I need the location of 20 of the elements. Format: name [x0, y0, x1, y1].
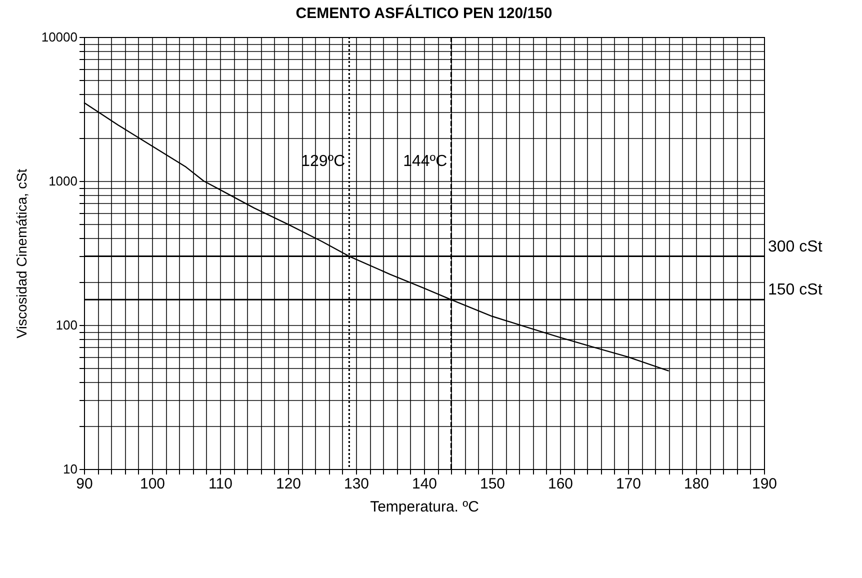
x-tick-label: 150: [480, 476, 506, 492]
y-axis-title: Viscosidad Cinemática, cSt: [13, 168, 30, 338]
x-tick-label: 190: [752, 476, 778, 492]
x-tick-label: 160: [548, 476, 574, 492]
ref-line-label: 300 cSt: [768, 238, 823, 256]
x-tick-label: 140: [412, 476, 438, 492]
x-tick-label: 100: [140, 476, 166, 492]
y-tick-label: 100: [56, 318, 78, 332]
y-tick-label: 10000: [41, 30, 78, 44]
y-tick-label: 1000: [48, 174, 78, 188]
x-tick-label: 130: [344, 476, 370, 492]
ref-line-label: 150 cSt: [768, 282, 823, 299]
x-axis-title: Temperatura. ºC: [370, 498, 480, 516]
x-tick-label: 180: [684, 476, 710, 492]
x-tick-label: 90: [76, 476, 93, 492]
x-tick-label: 110: [208, 476, 232, 492]
y-tick-label: 10: [63, 462, 78, 476]
x-tick-label: 120: [276, 476, 302, 492]
chart-title: CEMENTO ASFÁLTICO PEN 120/150: [296, 4, 552, 22]
x-tick-label: 170: [616, 476, 642, 492]
